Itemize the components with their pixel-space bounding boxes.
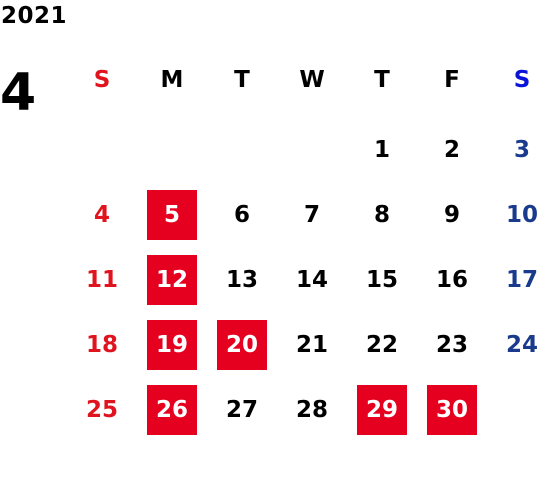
day-cell[interactable]: 1 <box>373 137 390 163</box>
day-cell[interactable]: 6 <box>233 202 250 228</box>
weekday-header-monday: M <box>160 67 184 93</box>
day-cell[interactable]: 11 <box>85 267 118 293</box>
day-cell[interactable]: 26 <box>147 385 197 435</box>
day-cell[interactable]: 22 <box>365 332 398 358</box>
day-cell[interactable]: 18 <box>85 332 118 358</box>
day-cell[interactable]: 20 <box>217 320 267 370</box>
day-cell[interactable]: 14 <box>295 267 328 293</box>
day-cell[interactable]: 19 <box>147 320 197 370</box>
weekday-header-friday: F <box>444 67 460 93</box>
day-cell[interactable]: 16 <box>435 267 468 293</box>
weekday-header-sunday: S <box>93 67 111 93</box>
day-cell[interactable]: 30 <box>427 385 477 435</box>
day-cell[interactable]: 8 <box>373 202 390 228</box>
weekday-header-wednesday: W <box>299 67 325 93</box>
day-cell[interactable]: 23 <box>435 332 468 358</box>
day-cell[interactable]: 17 <box>505 267 538 293</box>
day-cell[interactable]: 10 <box>505 202 538 228</box>
day-cell[interactable]: 29 <box>357 385 407 435</box>
weekday-header-saturday: S <box>513 67 531 93</box>
day-cell[interactable]: 27 <box>225 397 258 423</box>
day-cell[interactable]: 5 <box>147 190 197 240</box>
day-cell[interactable]: 3 <box>513 137 530 163</box>
calendar-year: 2021 <box>1 3 68 29</box>
weekday-header-thursday: T <box>374 67 390 93</box>
day-cell[interactable]: 25 <box>85 397 118 423</box>
day-cell[interactable]: 28 <box>295 397 328 423</box>
day-cell[interactable]: 12 <box>147 255 197 305</box>
day-cell[interactable]: 7 <box>303 202 320 228</box>
day-cell[interactable]: 15 <box>365 267 398 293</box>
day-cell[interactable]: 4 <box>93 202 110 228</box>
weekday-header-tuesday: T <box>234 67 250 93</box>
day-cell[interactable]: 2 <box>443 137 460 163</box>
day-cell[interactable]: 13 <box>225 267 258 293</box>
day-cell[interactable]: 9 <box>443 202 460 228</box>
day-cell[interactable]: 21 <box>295 332 328 358</box>
day-cell[interactable]: 24 <box>505 332 538 358</box>
calendar-month: 4 <box>0 63 37 123</box>
